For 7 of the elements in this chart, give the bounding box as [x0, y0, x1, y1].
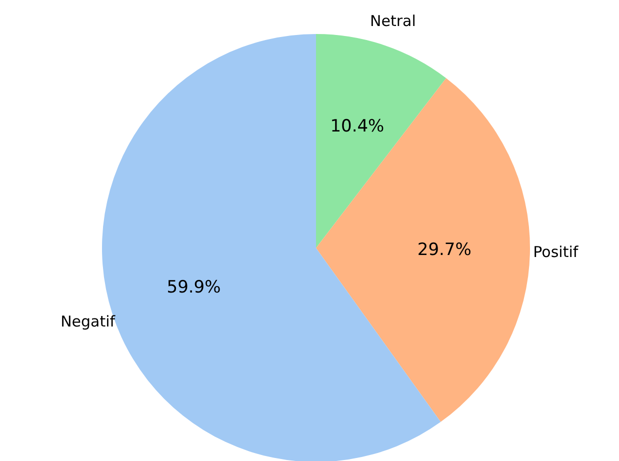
- data-label: 10.4%: [330, 116, 384, 136]
- pie-slice: [316, 78, 530, 422]
- slice-label: Positif: [533, 242, 579, 261]
- data-label: 59.9%: [166, 277, 221, 298]
- slice-label: Netral: [370, 12, 416, 30]
- data-label: 29.7%: [417, 240, 472, 260]
- slice-label: Negatif: [60, 312, 116, 330]
